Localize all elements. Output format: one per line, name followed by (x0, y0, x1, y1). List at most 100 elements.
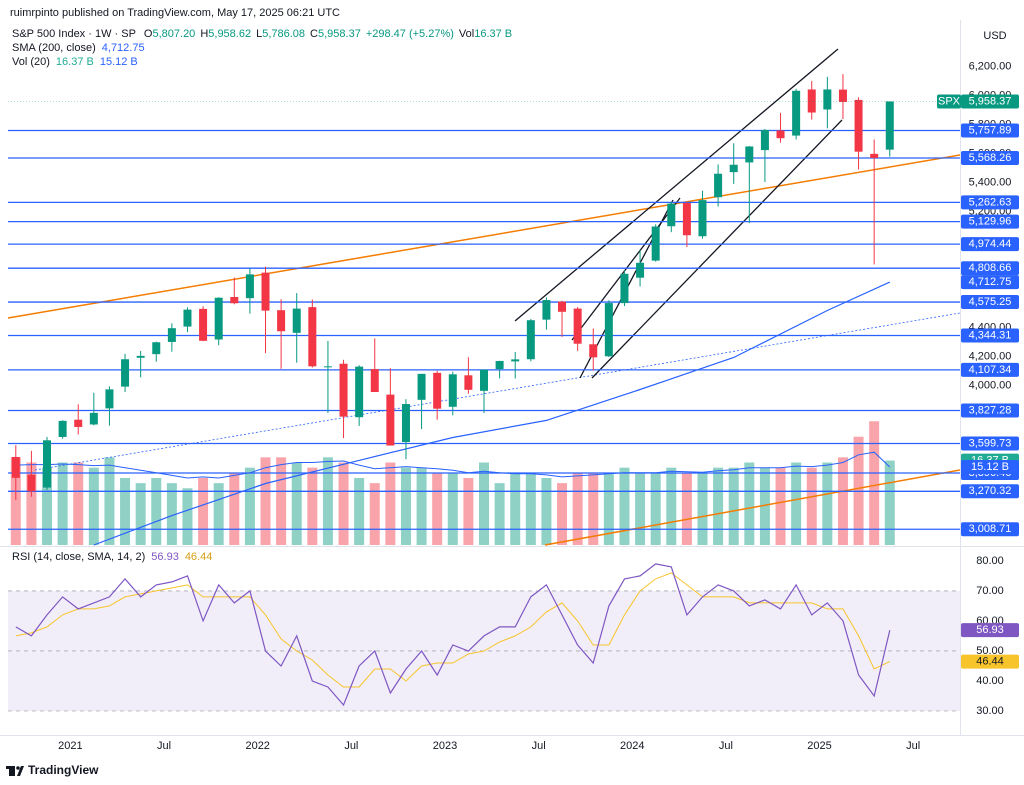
volume-bar (447, 472, 458, 545)
level-label-bg (961, 261, 1019, 276)
volume-bar (635, 472, 646, 545)
volume-name: Vol (20) (12, 56, 50, 68)
volume-value: 16.37 B (474, 28, 512, 40)
volume-bar (557, 483, 568, 545)
price-layer (8, 74, 960, 546)
candle-body (183, 309, 192, 327)
candle-body (604, 303, 613, 357)
volume-bar (182, 488, 193, 545)
candle-body (27, 474, 36, 492)
last-price-label: 5,958.37 (969, 95, 1012, 107)
rsi-label: 56.93 (976, 624, 1004, 636)
level-label: 5,129.96 (969, 216, 1012, 228)
candle-body (105, 389, 114, 409)
level-label: 5,568.26 (969, 152, 1012, 164)
x-tick-label: 2023 (433, 740, 457, 752)
candle-body (667, 203, 676, 227)
volume-ma-line (15, 451, 891, 479)
candle-body (636, 262, 645, 278)
volume-bar (120, 477, 131, 545)
rsi-tick-label: 30.00 (976, 705, 1004, 717)
symbol-title: S&P 500 Index · 1W · SP (12, 28, 136, 40)
sma-value: 4,712.75 (102, 42, 145, 54)
ohlc-key: L (256, 28, 262, 40)
level-label-bg (961, 403, 1019, 418)
volume-ma-label: 15.12 B (971, 461, 1009, 473)
volume-bar (494, 483, 505, 545)
volume-layer (10, 421, 895, 545)
candle-body (573, 308, 582, 344)
axes: 2021 Jul 2022 Jul 2023 Jul 2024 Jul 2025 Jul 6,200… (58, 60, 1019, 752)
candle-body (792, 90, 801, 136)
volume-bar (541, 477, 552, 545)
candle-body (651, 226, 660, 261)
volume-bar (806, 467, 817, 545)
volume-bar (728, 467, 739, 545)
volume-bar (588, 472, 599, 545)
candle-body (620, 273, 629, 304)
candle-body (199, 308, 208, 341)
candle-body (74, 419, 83, 427)
volume-bar (713, 467, 724, 545)
volume-bar (104, 457, 115, 545)
x-tick-label: Jul (719, 740, 733, 752)
volume-bar (510, 472, 521, 545)
volume-bar (57, 462, 68, 545)
level-label: 3,270.32 (969, 485, 1012, 497)
volume-bar (884, 460, 895, 545)
level-label: 5,262.63 (969, 196, 1012, 208)
candle-body (729, 164, 738, 173)
volume-bar (260, 457, 271, 545)
rsi-tick-label: 40.00 (976, 675, 1004, 687)
rsi-tick-label: 80.00 (976, 555, 1004, 567)
candle-body (370, 369, 379, 392)
x-tick-label: 2022 (245, 740, 269, 752)
candle-body (323, 366, 332, 368)
level-label: 3,008.71 (969, 523, 1012, 535)
volume-bar (369, 483, 380, 545)
level-label-bg (961, 214, 1019, 229)
volume-bar (837, 457, 848, 545)
rsi-tick-label: 50.00 (976, 645, 1004, 657)
rsi-title: RSI (14, close, SMA, 14, 2) (12, 551, 145, 563)
volume-bar (744, 462, 755, 545)
volume-bar (354, 477, 365, 545)
candle-body (480, 369, 488, 391)
level-label: 4,107.34 (969, 364, 1012, 376)
candle-body (401, 404, 410, 443)
volume-bar (619, 467, 630, 545)
x-tick-label: 2024 (620, 740, 644, 752)
ohlc-value: 5,958.37 (318, 28, 361, 40)
candle-body (760, 129, 769, 151)
rsi-ma-label-bg (961, 654, 1019, 669)
volume-key: Vol (459, 28, 474, 40)
volume-bar (322, 457, 333, 545)
symbol-badge: SPX (938, 95, 961, 107)
volume-bar (166, 483, 177, 545)
level-label-bg (961, 328, 1019, 343)
x-tick-label: 2025 (807, 740, 831, 752)
candle-body (823, 89, 832, 110)
candle-body (495, 360, 504, 370)
x-tick-label: Jul (906, 740, 920, 752)
candle-body (558, 301, 567, 312)
volume-bar (416, 467, 427, 545)
volume-bar (759, 467, 770, 545)
volume-bar (432, 472, 443, 545)
currency: USD (983, 30, 1006, 42)
level-label: 4,344.31 (969, 329, 1012, 341)
candle-body (589, 344, 598, 358)
legend-main: S&P 500 Index · 1W · SP O5,807.20 H5,958.6… (12, 28, 512, 40)
volume-bar (822, 462, 833, 545)
rsi-ma-label: 46.44 (976, 656, 1004, 668)
logo-mark (9, 766, 15, 776)
x-tick-label: Jul (344, 740, 358, 752)
brand: TradingView (28, 763, 99, 777)
candle-body (136, 355, 145, 358)
volume-bar (10, 457, 21, 545)
level-label: 3,599.73 (969, 437, 1012, 449)
volume-bar (463, 477, 474, 545)
ohlc-value: 5,807.20 (152, 28, 195, 40)
level-label: 4,974.44 (969, 238, 1012, 250)
candle-body (698, 200, 707, 237)
